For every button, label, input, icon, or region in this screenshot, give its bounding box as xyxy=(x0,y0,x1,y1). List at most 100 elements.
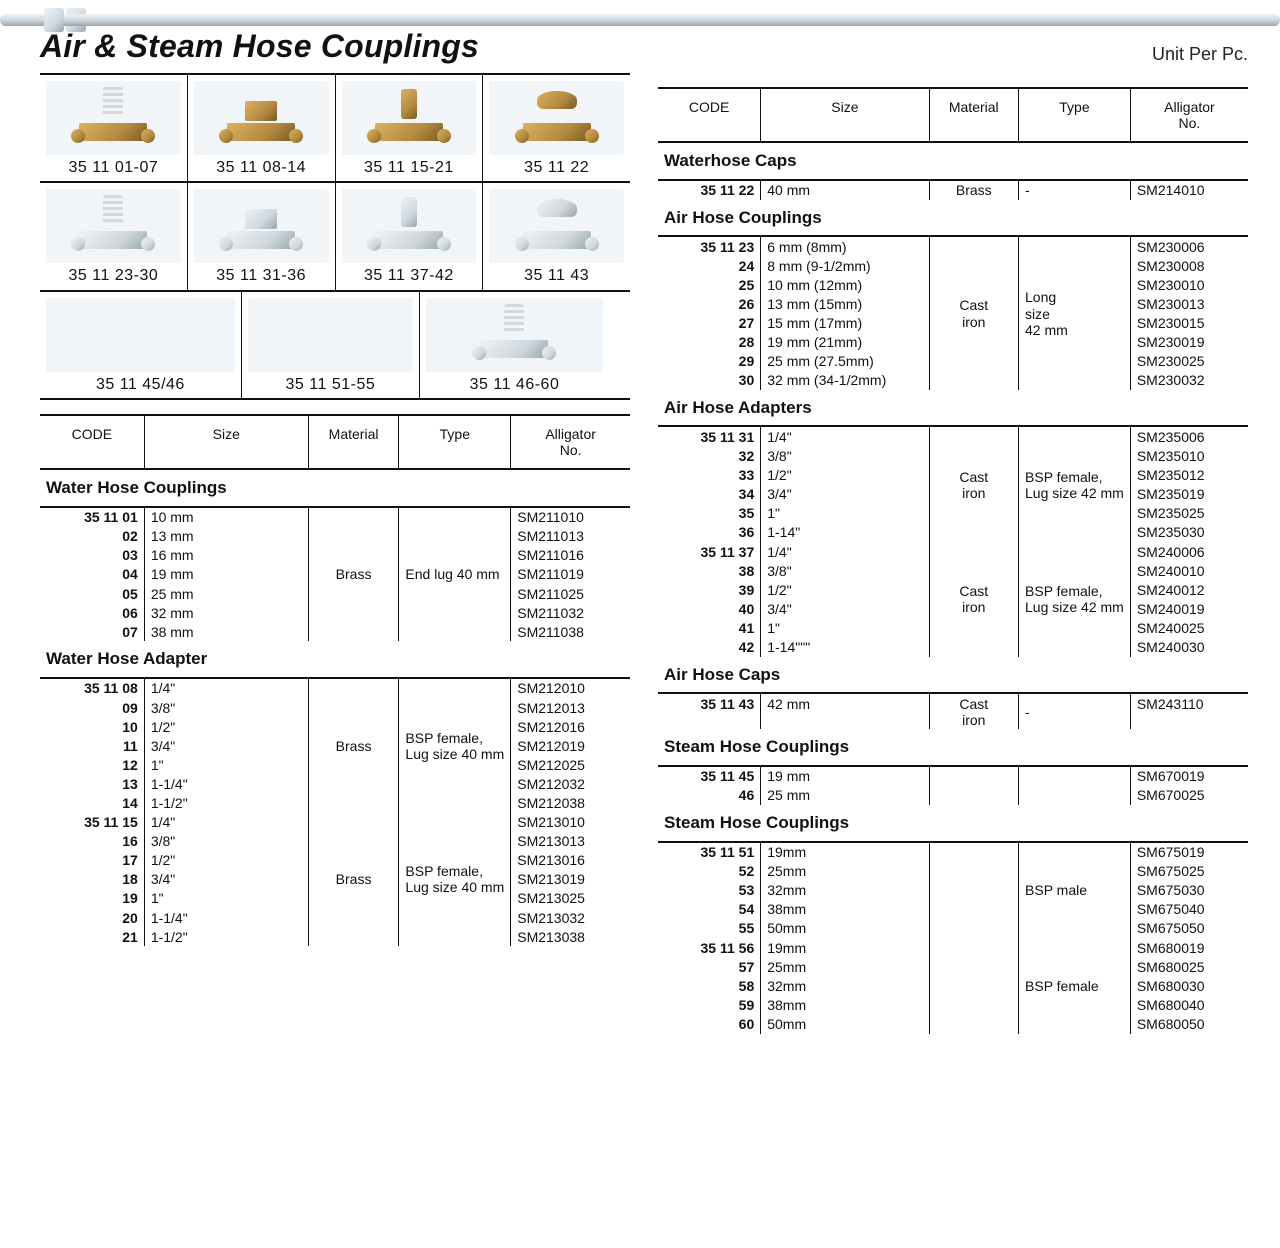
code-cell: 41 xyxy=(658,618,761,637)
alligator-cell: SM212025 xyxy=(511,755,630,774)
alligator-cell: SM235019 xyxy=(1130,485,1248,504)
code-cell: 35 11 51 xyxy=(658,842,761,862)
photo-caption: 35 11 37-42 xyxy=(342,267,477,285)
alligator-cell: SM235012 xyxy=(1130,466,1248,485)
size-cell: 1/2" xyxy=(761,466,929,485)
size-cell: 38mm xyxy=(761,995,929,1014)
alligator-cell: SM211032 xyxy=(511,603,630,622)
type-cell: End lug 40 mm xyxy=(399,507,511,642)
code-cell: 07 xyxy=(40,622,144,641)
size-cell: 32 mm xyxy=(144,603,308,622)
section-heading: Waterhose Caps xyxy=(658,142,1248,180)
code-cell: 10 xyxy=(40,717,144,736)
material-cell xyxy=(929,842,1019,938)
material-cell: Castiron xyxy=(929,693,1019,729)
size-cell: 42 mm xyxy=(761,693,929,729)
alligator-cell: SM213038 xyxy=(511,927,630,946)
type-cell: BSP female,Lug size 42 mm xyxy=(1019,426,1131,542)
code-cell: 13 xyxy=(40,774,144,793)
code-cell: 09 xyxy=(40,698,144,717)
alligator-cell: SM230019 xyxy=(1130,333,1248,352)
material-cell: Castiron xyxy=(929,426,1019,542)
code-cell: 35 11 08 xyxy=(40,678,144,698)
material-cell: Brass xyxy=(929,180,1019,200)
type-cell: BSP male xyxy=(1019,842,1131,938)
code-cell: 06 xyxy=(40,603,144,622)
code-cell: 35 11 31 xyxy=(658,426,761,446)
size-cell: 15 mm (17mm) xyxy=(761,314,929,333)
col-alligator: AlligatorNo. xyxy=(511,415,630,469)
col-size: Size xyxy=(144,415,308,469)
code-cell: 05 xyxy=(40,584,144,603)
alligator-cell: SM675030 xyxy=(1130,881,1248,900)
code-cell: 28 xyxy=(658,333,761,352)
alligator-cell: SM235006 xyxy=(1130,426,1248,446)
alligator-cell: SM211038 xyxy=(511,622,630,641)
size-cell: 3/4" xyxy=(144,870,308,889)
material-cell: Brass xyxy=(308,507,399,642)
col-type: Type xyxy=(1019,88,1131,142)
material-cell: Brass xyxy=(308,813,399,947)
material-cell: Castiron xyxy=(929,542,1019,657)
code-cell: 32 xyxy=(658,447,761,466)
size-cell: 3/8" xyxy=(761,561,929,580)
product-image xyxy=(194,189,329,263)
alligator-cell: SM212016 xyxy=(511,717,630,736)
code-cell: 24 xyxy=(658,256,761,275)
size-cell: 25 mm (27.5mm) xyxy=(761,352,929,371)
alligator-cell: SM212013 xyxy=(511,698,630,717)
photo-caption: 35 11 23-30 xyxy=(46,267,181,285)
code-cell: 21 xyxy=(40,927,144,946)
code-cell: 35 11 23 xyxy=(658,236,761,256)
size-cell: 6 mm (8mm) xyxy=(761,236,929,256)
size-cell: 50mm xyxy=(761,1014,929,1033)
code-cell: 04 xyxy=(40,565,144,584)
section-heading: Air Hose Adapters xyxy=(658,390,1248,427)
alligator-cell: SM680050 xyxy=(1130,1014,1248,1033)
alligator-cell: SM211019 xyxy=(511,565,630,584)
photo-cell: 35 11 45/46 xyxy=(40,292,242,398)
code-cell: 40 xyxy=(658,599,761,618)
size-cell: 13 mm (15mm) xyxy=(761,294,929,313)
photo-caption: 35 11 22 xyxy=(489,159,624,177)
section-heading: Steam Hose Couplings xyxy=(658,805,1248,842)
right-column: CODE Size Material Type AlligatorNo. Wat… xyxy=(658,73,1248,1034)
size-cell: 1" xyxy=(761,504,929,523)
code-cell: 35 11 22 xyxy=(658,180,761,200)
code-cell: 42 xyxy=(658,638,761,657)
size-cell: 1/4" xyxy=(761,426,929,446)
size-cell: 1-1/4" xyxy=(144,908,308,927)
size-cell: 13 mm xyxy=(144,527,308,546)
size-cell: 1-1/4" xyxy=(144,774,308,793)
size-cell: 1-1/2" xyxy=(144,793,308,812)
alligator-cell: SM240006 xyxy=(1130,542,1248,561)
size-cell: 10 mm (12mm) xyxy=(761,275,929,294)
code-cell: 46 xyxy=(658,786,761,805)
code-cell: 58 xyxy=(658,976,761,995)
photo-caption: 35 11 31-36 xyxy=(194,267,329,285)
col-code: CODE xyxy=(40,415,144,469)
photo-cell: 35 11 46-60 xyxy=(420,292,609,398)
size-cell: 25 mm xyxy=(144,584,308,603)
size-cell: 38mm xyxy=(761,900,929,919)
left-spec-table: CODE Size Material Type AlligatorNo. Wat… xyxy=(40,414,630,946)
code-cell: 35 11 15 xyxy=(40,813,144,832)
code-cell: 35 11 37 xyxy=(658,542,761,561)
alligator-cell: SM240025 xyxy=(1130,618,1248,637)
section-heading: Air Hose Couplings xyxy=(658,200,1248,237)
product-image xyxy=(46,81,181,155)
alligator-cell: SM675019 xyxy=(1130,842,1248,862)
code-cell: 54 xyxy=(658,900,761,919)
code-cell: 52 xyxy=(658,862,761,881)
size-cell: 1-14""" xyxy=(761,638,929,657)
alligator-cell: SM235025 xyxy=(1130,504,1248,523)
code-cell: 26 xyxy=(658,294,761,313)
code-cell: 11 xyxy=(40,736,144,755)
code-cell: 29 xyxy=(658,352,761,371)
alligator-cell: SM670025 xyxy=(1130,786,1248,805)
code-cell: 39 xyxy=(658,580,761,599)
photo-cell: 35 11 08-14 xyxy=(188,75,336,181)
code-cell: 16 xyxy=(40,832,144,851)
code-cell: 59 xyxy=(658,995,761,1014)
code-cell: 35 11 43 xyxy=(658,693,761,729)
